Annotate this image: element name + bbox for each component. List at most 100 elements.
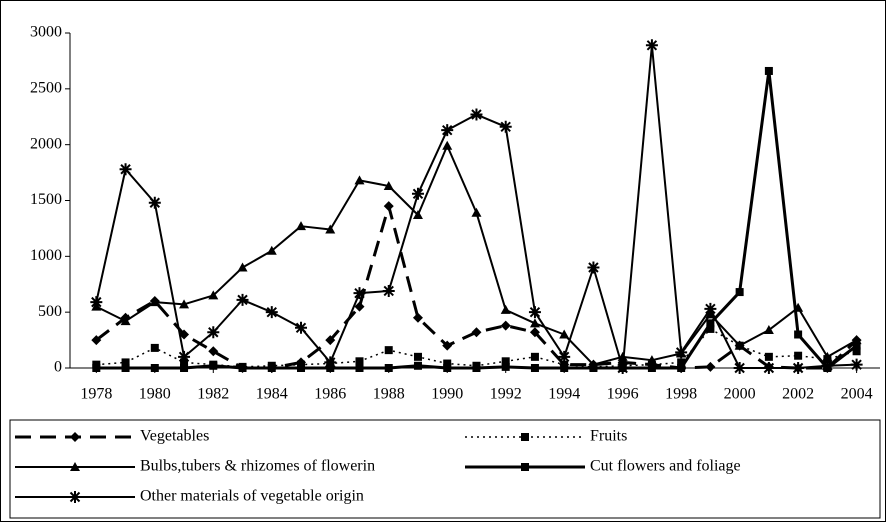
marker: [179, 299, 190, 309]
x-tick-label: 1980: [139, 386, 171, 403]
marker: [733, 362, 746, 374]
marker: [384, 364, 393, 372]
marker: [411, 187, 424, 200]
marker: [822, 351, 833, 361]
marker: [384, 346, 393, 355]
marker: [236, 293, 249, 306]
marker: [148, 196, 161, 209]
marker: [382, 284, 395, 297]
x-tick-label: 2002: [782, 386, 814, 403]
marker: [472, 364, 481, 372]
marker: [763, 325, 774, 335]
marker: [560, 364, 569, 372]
marker: [530, 364, 539, 372]
marker: [267, 364, 276, 372]
marker: [69, 491, 81, 503]
marker: [762, 362, 775, 374]
y-tick-label: 2000: [30, 135, 62, 152]
legend-label: Bulbs,tubers & rhizomes of flowerin: [140, 458, 375, 475]
legend-label: Vegetables: [140, 428, 209, 445]
x-tick-label: 1990: [431, 386, 463, 403]
marker: [70, 462, 80, 471]
marker: [207, 326, 220, 339]
marker: [237, 262, 248, 272]
marker: [413, 352, 422, 361]
marker: [529, 327, 540, 338]
y-tick-label: 500: [38, 303, 62, 320]
marker: [530, 352, 539, 361]
marker: [852, 347, 861, 356]
marker: [354, 175, 365, 185]
marker: [501, 357, 510, 366]
y-tick-label: 2500: [30, 80, 62, 97]
marker: [587, 261, 600, 274]
marker: [91, 335, 102, 346]
marker: [150, 364, 159, 372]
y-tick-label: 1000: [30, 247, 62, 264]
marker: [792, 362, 805, 374]
marker: [150, 343, 159, 352]
marker: [383, 201, 394, 212]
marker: [794, 330, 803, 339]
marker: [92, 364, 101, 372]
marker: [706, 324, 715, 333]
marker: [208, 346, 219, 357]
marker: [471, 207, 482, 217]
marker: [528, 306, 541, 319]
marker: [704, 302, 717, 315]
marker: [412, 210, 423, 220]
marker: [521, 463, 529, 471]
marker: [296, 221, 307, 231]
x-tick-label: 2004: [841, 386, 873, 403]
marker: [521, 433, 529, 441]
y-tick-label: 0: [54, 359, 62, 376]
marker: [355, 357, 364, 366]
marker: [119, 163, 132, 176]
marker: [821, 359, 834, 372]
marker: [325, 335, 336, 346]
marker: [500, 320, 511, 331]
legend-box: [9, 419, 881, 519]
marker: [121, 364, 130, 372]
marker: [559, 329, 570, 339]
marker: [705, 361, 716, 372]
marker: [90, 296, 103, 309]
x-tick-label: 1988: [373, 386, 405, 403]
marker: [734, 340, 745, 350]
x-tick-label: 1984: [256, 386, 288, 403]
x-tick-label: 1998: [665, 386, 697, 403]
marker: [383, 180, 394, 190]
marker: [354, 301, 365, 312]
marker: [355, 364, 364, 372]
marker: [616, 362, 629, 374]
marker: [443, 364, 452, 372]
y-tick-label: 1500: [30, 191, 62, 208]
x-tick-label: 1986: [314, 386, 346, 403]
marker: [677, 364, 686, 372]
marker: [121, 358, 130, 367]
marker: [706, 319, 715, 328]
legend-label: Cut flowers and foliage: [590, 458, 741, 475]
marker: [443, 359, 452, 368]
marker: [180, 364, 189, 372]
marker: [647, 364, 656, 372]
marker: [589, 364, 598, 372]
marker: [208, 290, 219, 300]
marker: [295, 321, 308, 334]
marker: [265, 306, 278, 319]
marker: [794, 351, 803, 360]
marker: [470, 108, 483, 121]
marker: [764, 66, 773, 75]
x-tick-label: 1996: [607, 386, 639, 403]
marker: [297, 364, 306, 372]
marker: [149, 297, 160, 307]
marker: [442, 140, 453, 150]
marker: [324, 356, 337, 369]
marker: [646, 355, 657, 365]
marker: [120, 316, 131, 326]
marker: [178, 350, 191, 363]
marker: [529, 318, 540, 328]
marker: [238, 364, 247, 372]
x-tick-label: 1994: [548, 386, 580, 403]
